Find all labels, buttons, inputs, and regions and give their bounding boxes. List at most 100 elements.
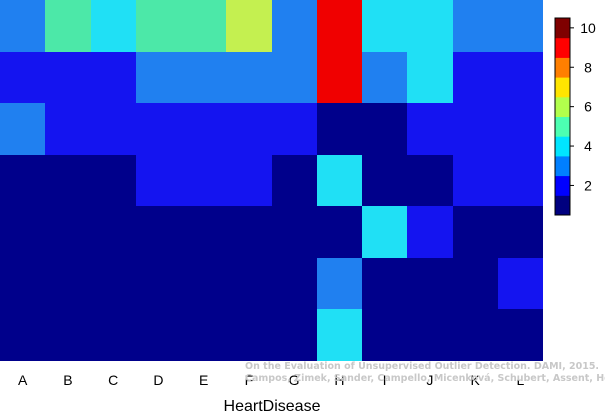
x-tick-label: L (516, 372, 524, 388)
heatmap-cell-J-4 (407, 155, 453, 206)
heatmap-cell-D-6 (136, 258, 181, 309)
x-tick-label: K (470, 372, 480, 388)
heatmap-cell-H-3 (317, 103, 362, 155)
heatmap-cell-L-4 (498, 155, 543, 206)
heatmap-cell-F-3 (226, 103, 272, 155)
x-tick-label: H (334, 372, 344, 388)
colorbar-frame (554, 17, 571, 216)
heatmap-cell-L-6 (498, 258, 543, 309)
heatmap-cell-K-1 (453, 0, 498, 52)
heatmap-cell-K-4 (453, 155, 498, 206)
heatmap-cell-L-3 (498, 103, 543, 155)
heatmap-cell-L-5 (498, 206, 543, 258)
x-tick-label: F (245, 372, 254, 388)
x-tick-label: E (199, 372, 208, 388)
heatmap-cell-G-5 (272, 206, 317, 258)
heatmap-cell-D-4 (136, 155, 181, 206)
heatmap-cell-C-4 (91, 155, 136, 206)
colorbar-segment (555, 37, 570, 58)
heatmap-cell-B-5 (45, 206, 91, 258)
colorbar-tick-label: 8 (584, 59, 592, 75)
heatmap-cell-I-1 (362, 0, 407, 52)
heatmap-cell-D-3 (136, 103, 181, 155)
x-tick-label: G (289, 372, 300, 388)
heatmap-cell-B-7 (45, 309, 91, 361)
heatmap-cell-H-2 (317, 52, 362, 103)
colorbar-tick-label: 2 (584, 177, 592, 193)
colorbar-segment (555, 96, 570, 117)
heatmap-cell-F-2 (226, 52, 272, 103)
heatmap-cells (0, 0, 543, 361)
heatmap-cell-B-3 (45, 103, 91, 155)
heatmap-cell-A-1 (0, 0, 45, 52)
heatmap-cell-H-5 (317, 206, 362, 258)
watermark-line-1: On the Evaluation of Unsupervised Outlie… (245, 361, 600, 372)
heatmap-cell-F-6 (226, 258, 272, 309)
heatmap-cell-K-3 (453, 103, 498, 155)
heatmap-cell-I-4 (362, 155, 407, 206)
heatmap-cell-J-5 (407, 206, 453, 258)
heatmap-cell-F-7 (226, 309, 272, 361)
heatmap-cell-G-1 (272, 0, 317, 52)
colorbar-tick-label: 10 (580, 20, 596, 36)
heatmap-cell-I-3 (362, 103, 407, 155)
heatmap-cell-I-7 (362, 309, 407, 361)
heatmap-cell-H-6 (317, 258, 362, 309)
x-tick-labels: A B C D E F G H I J K L (18, 372, 525, 388)
x-tick-label: C (108, 372, 118, 388)
heatmap-cell-E-1 (181, 0, 226, 52)
x-tick-label: A (18, 372, 28, 388)
heatmap-cell-B-6 (45, 258, 91, 309)
heatmap-cell-G-7 (272, 309, 317, 361)
heatmap-cell-C-7 (91, 309, 136, 361)
heatmap-cell-C-5 (91, 206, 136, 258)
heatmap-cell-A-2 (0, 52, 45, 103)
heatmap-cell-K-6 (453, 258, 498, 309)
heatmap-cell-I-6 (362, 258, 407, 309)
heatmap-cell-J-2 (407, 52, 453, 103)
heatmap-cell-F-1 (226, 0, 272, 52)
heatmap-cell-H-4 (317, 155, 362, 206)
watermark: On the Evaluation of Unsupervised Outlie… (245, 361, 605, 385)
heatmap-cell-D-1 (136, 0, 181, 52)
heatmap-cell-J-7 (407, 309, 453, 361)
x-tick-label: I (383, 372, 387, 388)
colorbar-segment (555, 116, 570, 137)
heatmap-cell-I-2 (362, 52, 407, 103)
heatmap-cell-I-5 (362, 206, 407, 258)
x-tick-label: B (63, 372, 72, 388)
heatmap-cell-G-4 (272, 155, 317, 206)
heatmap-cell-G-2 (272, 52, 317, 103)
x-tick-label: J (426, 372, 433, 388)
heatmap-cell-B-1 (45, 0, 91, 52)
heatmap-cell-E-6 (181, 258, 226, 309)
heatmap-cell-C-1 (91, 0, 136, 52)
heatmap-cell-F-5 (226, 206, 272, 258)
x-axis-title: HeartDisease (224, 398, 321, 413)
heatmap-cell-D-2 (136, 52, 181, 103)
heatmap-cell-A-5 (0, 206, 45, 258)
colorbar-segment (555, 155, 570, 177)
heatmap-cell-A-3 (0, 103, 45, 155)
heatmap-cell-G-6 (272, 258, 317, 309)
colorbar-segment (555, 175, 570, 196)
heatmap-cell-J-1 (407, 0, 453, 52)
heatmap-cell-G-3 (272, 103, 317, 155)
heatmap-cell-J-3 (407, 103, 453, 155)
colorbar-segment (555, 136, 570, 157)
heatmap-cell-C-2 (91, 52, 136, 103)
heatmap-cell-H-7 (317, 309, 362, 361)
heatmap-cell-A-4 (0, 155, 45, 206)
heatmap-cell-D-5 (136, 206, 181, 258)
x-tick-label: D (153, 372, 163, 388)
colorbar-segment (555, 195, 570, 216)
heatmap-cell-L-7 (498, 309, 543, 361)
heatmap-cell-D-7 (136, 309, 181, 361)
heatmap-cell-L-1 (498, 0, 543, 52)
heatmap-cell-E-2 (181, 52, 226, 103)
heatmap-cell-H-1 (317, 0, 362, 52)
heatmap-cell-E-3 (181, 103, 226, 155)
heatmap-cell-C-6 (91, 258, 136, 309)
heatmap-cell-J-6 (407, 258, 453, 309)
